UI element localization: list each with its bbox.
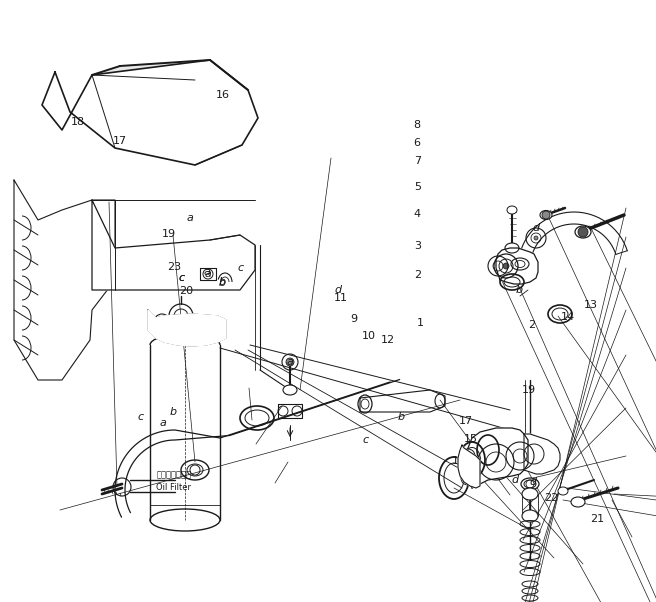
- Text: Oil Filter: Oil Filter: [157, 482, 192, 491]
- Circle shape: [503, 263, 509, 269]
- Text: 18: 18: [452, 456, 466, 465]
- Ellipse shape: [522, 510, 538, 522]
- Polygon shape: [148, 310, 226, 346]
- Text: d: d: [335, 285, 342, 295]
- Ellipse shape: [558, 487, 568, 495]
- Text: b: b: [516, 285, 523, 295]
- Text: 12: 12: [381, 335, 396, 344]
- Circle shape: [158, 318, 166, 326]
- Text: 3: 3: [414, 241, 420, 250]
- Text: c: c: [137, 412, 144, 421]
- Text: 2: 2: [528, 320, 535, 330]
- Text: 17: 17: [112, 137, 127, 146]
- Ellipse shape: [522, 488, 538, 500]
- Text: 19: 19: [522, 385, 536, 395]
- Polygon shape: [464, 428, 528, 488]
- Text: c: c: [179, 273, 185, 283]
- Text: 6: 6: [414, 138, 420, 147]
- Text: 11: 11: [334, 293, 348, 303]
- Circle shape: [578, 227, 588, 237]
- Text: 16: 16: [216, 90, 230, 100]
- Polygon shape: [278, 404, 302, 418]
- Text: 21: 21: [590, 514, 604, 524]
- Ellipse shape: [283, 385, 297, 395]
- Polygon shape: [458, 445, 480, 488]
- Polygon shape: [92, 60, 248, 165]
- Text: オイルフィルタ: オイルフィルタ: [157, 471, 192, 480]
- Text: d: d: [512, 475, 518, 485]
- Text: 1: 1: [417, 318, 423, 328]
- Polygon shape: [42, 60, 258, 165]
- Text: c: c: [363, 435, 369, 445]
- Circle shape: [286, 358, 294, 366]
- Ellipse shape: [505, 243, 519, 253]
- Text: b: b: [218, 278, 226, 288]
- Polygon shape: [496, 248, 538, 284]
- Text: c: c: [237, 264, 243, 273]
- Ellipse shape: [521, 478, 539, 490]
- Text: d: d: [529, 477, 536, 486]
- Text: 19: 19: [162, 229, 176, 238]
- Ellipse shape: [540, 211, 552, 220]
- Text: 20: 20: [179, 286, 194, 296]
- Polygon shape: [360, 390, 445, 412]
- Text: b: b: [218, 277, 226, 287]
- Polygon shape: [524, 434, 560, 474]
- Text: 9: 9: [351, 314, 358, 324]
- Text: 17: 17: [459, 417, 473, 426]
- Polygon shape: [14, 180, 115, 380]
- Circle shape: [542, 211, 550, 219]
- Text: d: d: [533, 223, 540, 233]
- Ellipse shape: [507, 206, 517, 214]
- Polygon shape: [92, 200, 255, 290]
- Text: 15: 15: [464, 435, 478, 444]
- Text: a: a: [205, 269, 211, 279]
- Text: 18: 18: [70, 117, 85, 126]
- Text: 22: 22: [544, 494, 558, 503]
- Text: 23: 23: [167, 262, 181, 272]
- Text: a: a: [159, 418, 166, 428]
- Text: a: a: [187, 213, 194, 223]
- Text: a: a: [203, 267, 211, 277]
- Text: 13: 13: [583, 300, 598, 310]
- Text: 5: 5: [414, 182, 420, 191]
- Circle shape: [534, 236, 538, 240]
- Text: 10: 10: [362, 331, 377, 341]
- Text: 14: 14: [561, 312, 575, 322]
- Text: a: a: [287, 357, 293, 367]
- Text: 8: 8: [414, 120, 420, 130]
- Text: 2: 2: [414, 270, 420, 279]
- Text: c: c: [179, 273, 185, 283]
- Text: 4: 4: [414, 209, 420, 219]
- Circle shape: [196, 320, 204, 328]
- Text: b: b: [398, 412, 405, 421]
- Ellipse shape: [571, 497, 585, 507]
- Ellipse shape: [575, 226, 591, 238]
- Text: 7: 7: [414, 157, 420, 166]
- Text: b: b: [170, 408, 176, 417]
